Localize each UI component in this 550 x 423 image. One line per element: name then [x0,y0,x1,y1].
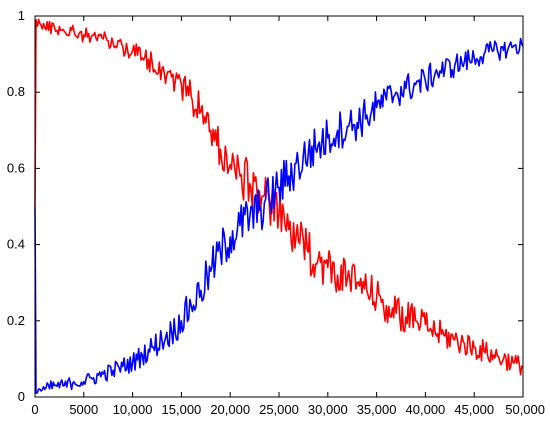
y-tick-label: 1 [18,8,25,23]
x-tick-label: 25,000 [259,402,299,417]
x-tick-label: 20,000 [210,402,250,417]
x-tick-label: 35,000 [357,402,397,417]
x-tick-label: 10,000 [113,402,153,417]
series-line-red [34,18,524,376]
series-line-blue [34,37,524,395]
y-tick-label: 0.4 [7,237,25,252]
x-tick-label: 5000 [69,402,98,417]
x-tick-label: 0 [31,402,38,417]
x-tick-label: 30,000 [308,402,348,417]
y-axis-ticks: 0 0.2 0.4 0.6 0.8 1 [7,8,523,404]
y-tick-label: 0.8 [7,84,25,99]
x-tick-label: 45,000 [454,402,494,417]
series-layer [34,18,524,395]
y-tick-label: 0.2 [7,313,25,328]
x-axis-ticks: 0 5000 10,000 15,000 20,000 25,000 30,000 35,00… [31,16,545,417]
y-tick-label: 0.6 [7,160,25,175]
x-tick-label: 15,000 [162,402,202,417]
y-tick-label: 0 [18,389,25,404]
x-tick-label: 50,000 [505,402,545,417]
x-tick-label: 40,000 [406,402,446,417]
